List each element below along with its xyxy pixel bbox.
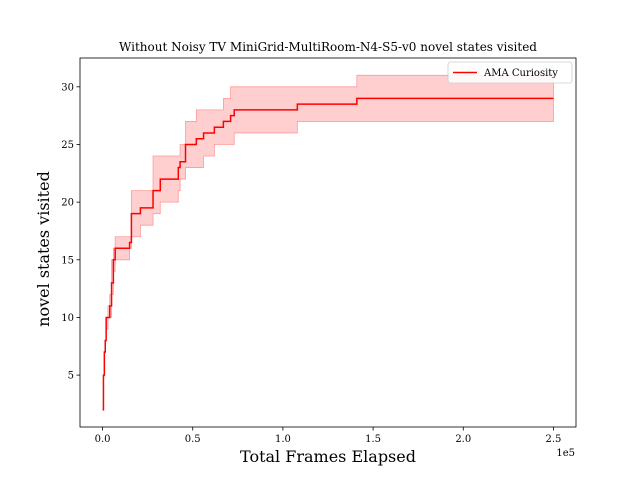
- x-tick-label: 2.0: [455, 434, 471, 445]
- y-tick-label: 15: [61, 255, 74, 266]
- y-tick-label: 5: [68, 371, 74, 382]
- axes-frame: [79, 57, 577, 428]
- legend: AMA Curiosity: [447, 61, 573, 84]
- x-offset-label: 1e5: [556, 448, 575, 459]
- y-tick-label: 10: [61, 313, 74, 324]
- chart-title: Without Noisy TV MiniGrid-MultiRoom-N4-S…: [119, 40, 537, 54]
- y-axis-label: novel states visited: [34, 171, 53, 327]
- x-tick-label: 0.0: [95, 434, 111, 445]
- series-line: [102, 97, 554, 411]
- x-tick-label: 2.5: [546, 434, 562, 445]
- x-tick-label: 0.5: [185, 434, 201, 445]
- legend-box: [447, 61, 573, 84]
- legend-label: AMA Curiosity: [483, 68, 558, 79]
- x-axis-label: Total Frames Elapsed: [240, 447, 416, 466]
- y-tick-label: 30: [61, 82, 74, 93]
- x-tick-label: 1.0: [275, 434, 291, 445]
- x-tick-label: 1.5: [365, 434, 381, 445]
- y-tick-label: 20: [61, 198, 74, 209]
- plot-area: 0.0 0.5 1.0 1.5 2.0 2.5 5 10 15 20 25 30 AMA Curiosi…: [61, 57, 577, 445]
- y-tick-label: 25: [61, 140, 74, 151]
